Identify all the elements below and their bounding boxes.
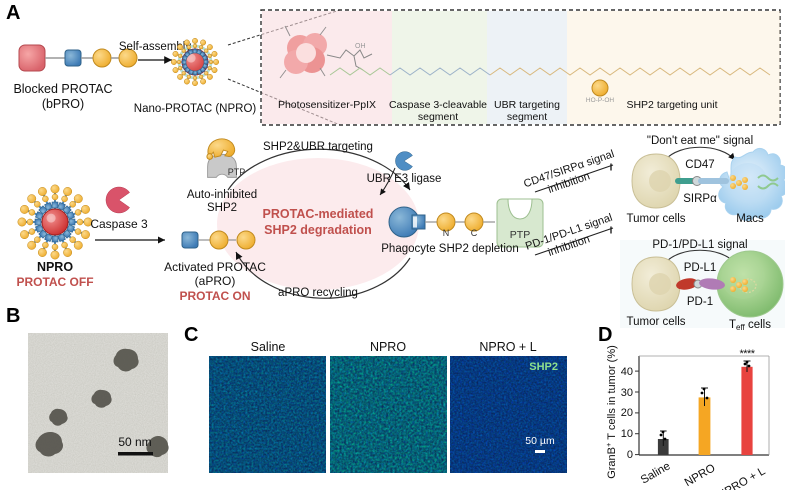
svg-text:NPRO: NPRO: [370, 340, 406, 354]
svg-text:UBR E3 ligase: UBR E3 ligase: [367, 173, 442, 185]
svg-text:****: ****: [739, 348, 755, 360]
svg-text:CD47: CD47: [685, 159, 714, 171]
svg-text:10: 10: [621, 428, 633, 440]
svg-text:Saline: Saline: [251, 340, 286, 354]
svg-text:"Don't eat me" signal: "Don't eat me" signal: [647, 135, 753, 147]
svg-text:OH: OH: [355, 43, 366, 50]
svg-text:GranB+ T cells in tumor (%): GranB+ T cells in tumor (%): [604, 345, 618, 479]
svg-text:40: 40: [621, 366, 633, 378]
svg-text:20: 20: [621, 407, 633, 419]
svg-text:PROTAC ON: PROTAC ON: [179, 289, 250, 303]
svg-text:Activated PROTAC: Activated PROTAC: [164, 260, 266, 274]
svg-text:N: N: [443, 228, 450, 238]
svg-text:segment: segment: [418, 111, 458, 123]
svg-text:PD-L1: PD-L1: [684, 262, 717, 274]
svg-text:Tumor cells: Tumor cells: [627, 213, 686, 225]
svg-text:Macs: Macs: [736, 213, 764, 225]
svg-text:SHP2 targeting unit: SHP2 targeting unit: [626, 99, 717, 111]
svg-text:0: 0: [627, 449, 633, 461]
svg-text:NPRO + L: NPRO + L: [716, 465, 768, 490]
svg-text:Caspase 3: Caspase 3: [90, 217, 148, 231]
svg-text:SIRPα: SIRPα: [683, 193, 717, 205]
svg-text:Saline: Saline: [639, 460, 673, 486]
svg-text:HO-P-OH: HO-P-OH: [586, 97, 614, 104]
svg-text:50 nm: 50 nm: [118, 435, 151, 449]
svg-text:segment: segment: [507, 111, 547, 123]
svg-text:C: C: [471, 228, 478, 238]
svg-text:SHP2: SHP2: [529, 361, 558, 373]
svg-text:Caspase 3-cleavable: Caspase 3-cleavable: [389, 99, 487, 111]
svg-text:PROTAC OFF: PROTAC OFF: [16, 275, 93, 289]
svg-text:Auto-inhibited: Auto-inhibited: [187, 189, 257, 201]
svg-text:PTP: PTP: [228, 167, 246, 177]
svg-text:(aPRO): (aPRO): [195, 274, 236, 288]
svg-text:NPRO: NPRO: [683, 462, 718, 489]
svg-text:UBR targeting: UBR targeting: [494, 99, 560, 111]
svg-text:Phagocyte SHP2 depletion: Phagocyte SHP2 depletion: [381, 243, 518, 255]
svg-text:Tumor cells: Tumor cells: [627, 316, 686, 328]
svg-text:PD-1: PD-1: [687, 296, 713, 308]
svg-text:SHP2: SHP2: [207, 202, 237, 214]
svg-text:PD-1/PD-L1 signal: PD-1/PD-L1 signal: [652, 239, 747, 251]
svg-text:Photosensitizer-PpIX: Photosensitizer-PpIX: [278, 99, 376, 111]
svg-text:SHP2&UBR targeting: SHP2&UBR targeting: [263, 141, 373, 153]
svg-text:NPRO + L: NPRO + L: [479, 340, 536, 354]
svg-text:(bPRO): (bPRO): [42, 97, 84, 111]
svg-text:Nano-PROTAC (NPRO): Nano-PROTAC (NPRO): [134, 103, 257, 115]
svg-text:Teff cells: Teff cells: [729, 319, 771, 332]
svg-text:50 µm: 50 µm: [525, 435, 555, 447]
svg-text:30: 30: [621, 387, 633, 399]
svg-text:PROTAC-mediated: PROTAC-mediated: [263, 207, 374, 221]
svg-text:NPRO: NPRO: [37, 260, 73, 274]
svg-text:Blocked PROTAC: Blocked PROTAC: [13, 82, 112, 96]
svg-text:SHP2 degradation: SHP2 degradation: [264, 223, 372, 237]
svg-text:aPRO recycling: aPRO recycling: [278, 287, 358, 299]
